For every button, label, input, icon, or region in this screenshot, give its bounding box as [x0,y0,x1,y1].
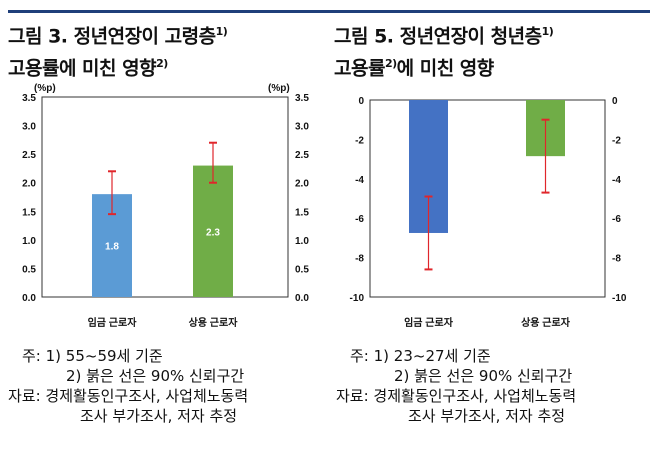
left-chart-title: 그림 3. 정년연장이 고령층1) 고용률에 미친 영향2) [8,18,228,83]
right-plot-frame [369,99,606,298]
left-note-1: 주: 1) 55~59세 기준 [22,347,163,365]
right-notes: 주: 1) 23~27세 기준 2) 붉은 선은 90% 신뢰구간 자료: 경제… [336,346,576,426]
right-y-tick-left: -10 [350,293,365,304]
left-source-2: 조사 부가조사, 저자 추정 [80,407,238,425]
left-y-tick-left: 3.0 [22,122,36,133]
left-y-tick-right: 0.0 [295,293,309,304]
right-note-2: 2) 붉은 선은 90% 신뢰구간 [394,367,573,385]
left-x-category-label: 상용 근로자 [189,316,239,329]
right-y-tick-left: -2 [355,135,364,146]
left-x-category-label: 임금 근로자 [88,316,138,329]
left-y-tick-left: 0.5 [22,264,36,275]
left-title-line1: 그림 3. 정년연장이 고령층 [8,25,216,48]
left-y-tick-right: 3.5 [295,93,309,104]
left-title-line2: 고용률에 미친 영향 [8,57,157,80]
right-title-line2a: 고용률 [334,57,385,80]
right-y-tick-right: -6 [612,214,621,225]
left-y-tick-right: 1.0 [295,236,309,247]
left-unit-label-right: (%p) [268,83,290,94]
left-y-tick-left: 2.0 [22,179,36,190]
left-y-tick-left: 3.5 [22,93,36,104]
top-divider [8,10,650,13]
left-y-tick-right: 2.5 [295,150,309,161]
right-x-category-label: 임금 근로자 [404,316,454,329]
right-source-2: 조사 부가조사, 저자 추정 [408,407,566,425]
left-y-tick-right: 3.0 [295,122,309,133]
right-title-line2b: 에 미친 영향 [396,57,495,80]
left-plot-frame [41,96,289,298]
left-note-2: 2) 붉은 선은 90% 신뢰구간 [66,367,245,385]
right-note-1: 주: 1) 23~27세 기준 [350,347,491,365]
right-chart-title: 그림 5. 정년연장이 청년층1) 고용률2)에 미친 영향 [334,18,554,83]
right-y-tick-left: 0 [358,96,364,107]
left-y-tick-left: 0.0 [22,293,36,304]
right-y-tick-right: -2 [612,135,621,146]
right-y-tick-left: -6 [355,214,364,225]
right-y-tick-left: -4 [355,175,364,186]
left-y-tick-left: 2.5 [22,150,36,161]
left-bar-label: 1.8 [105,242,119,253]
right-title-sup1: 1) [541,25,554,38]
left-y-tick-right: 1.5 [295,207,309,218]
right-y-tick-right: -8 [612,254,621,265]
right-y-tick-right: -10 [612,293,627,304]
left-title-sup1: 1) [215,25,228,38]
right-source-1: 자료: 경제활동인구조사, 사업체노동력 [336,387,577,405]
left-bar-label: 2.3 [206,227,220,238]
left-y-tick-right: 2.0 [295,179,309,190]
left-bar [193,165,233,297]
left-notes: 주: 1) 55~59세 기준 2) 붉은 선은 90% 신뢰구간 자료: 경제… [8,346,248,426]
left-y-tick-left: 1.5 [22,207,36,218]
right-y-tick-left: -8 [355,254,364,265]
right-y-tick-right: 0 [612,96,618,107]
left-y-tick-right: 0.5 [295,264,309,275]
left-y-tick-left: 1.0 [22,236,36,247]
left-title-sup2: 2) [156,57,168,71]
right-title-line1: 그림 5. 정년연장이 청년층 [334,25,542,48]
right-title-sup2: 2) [384,57,397,71]
right-x-category-label: 상용 근로자 [521,316,571,329]
right-y-tick-right: -4 [612,175,621,186]
left-source-1: 자료: 경제활동인구조사, 사업체노동력 [8,387,249,405]
left-unit-label-left: (%p) [34,83,56,94]
